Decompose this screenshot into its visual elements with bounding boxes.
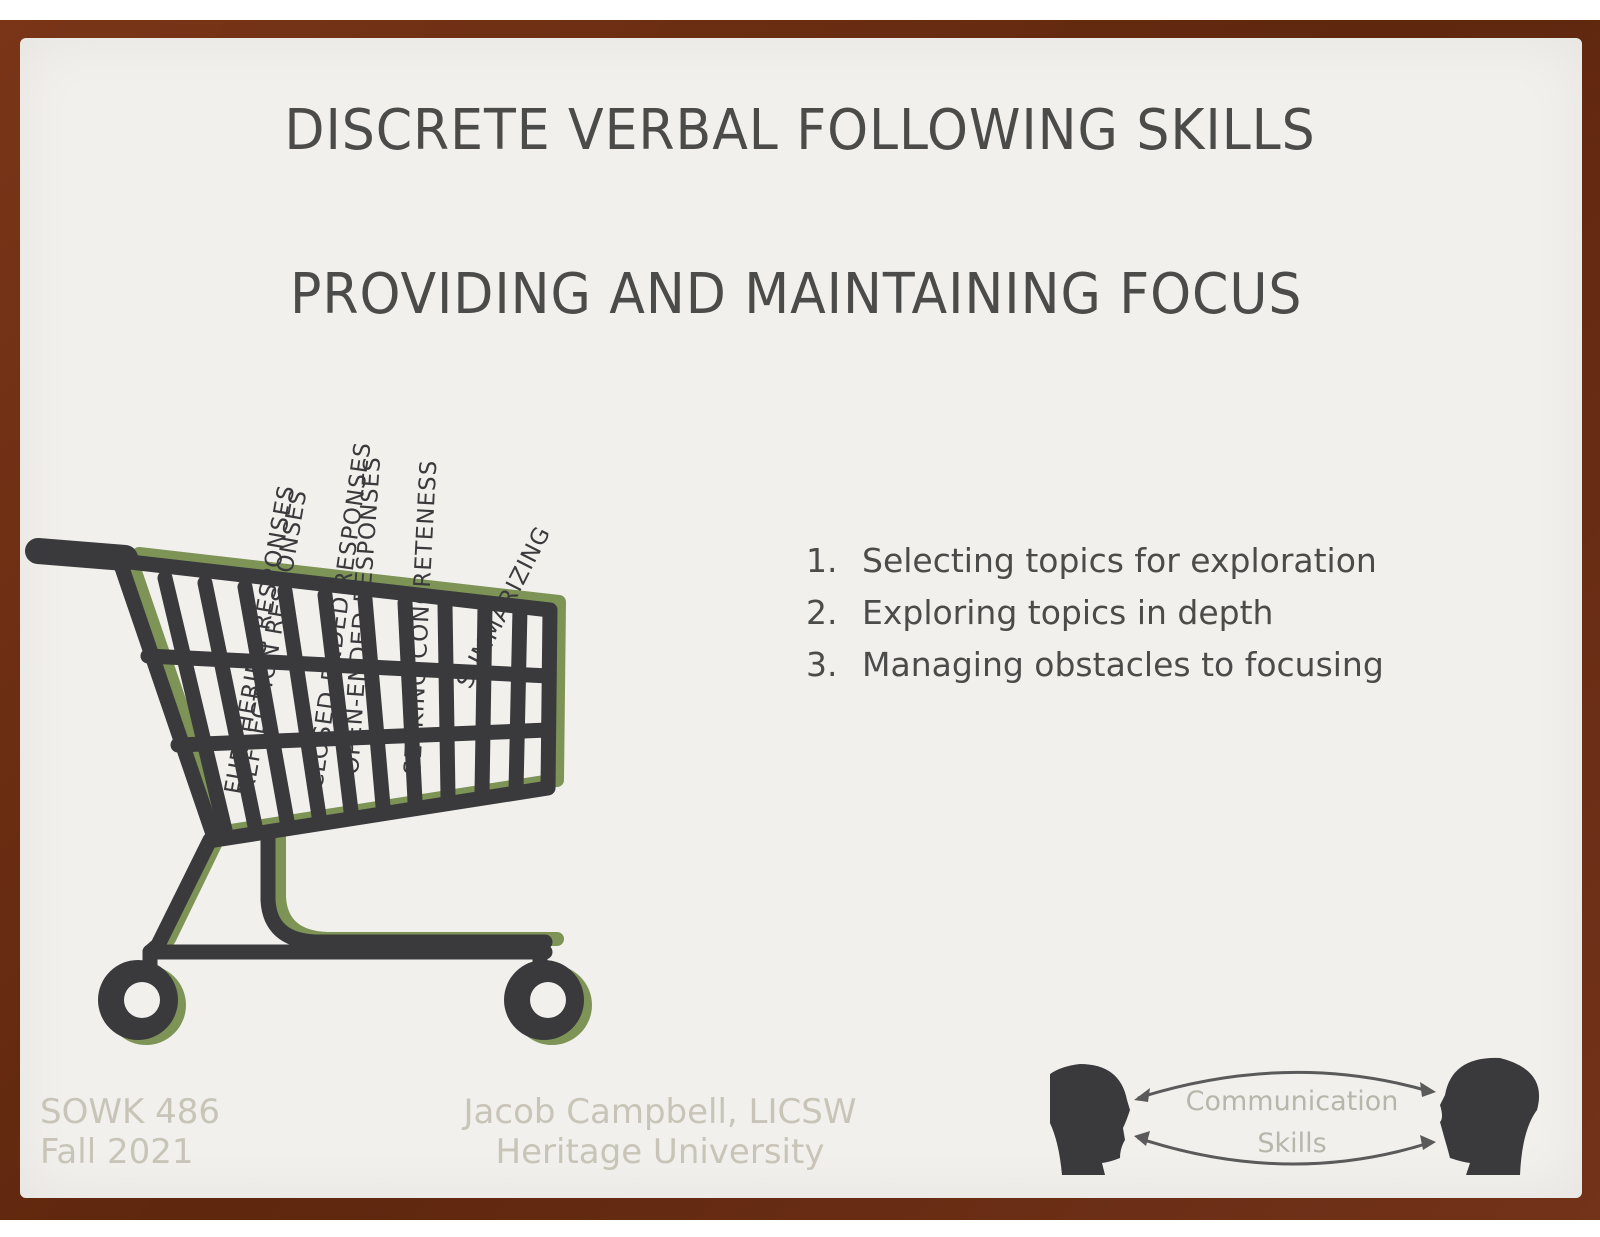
slide-subtitle: PROVIDING AND MAINTAINING FOCUS	[290, 262, 1303, 327]
logo-line-1: Communication	[1186, 1086, 1399, 1117]
slide-canvas	[20, 38, 1582, 1198]
course-code: SOWK 486	[40, 1092, 220, 1132]
list-item: 2. Exploring topics in depth	[806, 593, 1274, 632]
communication-skills-logo: Communication Skills	[1050, 1057, 1540, 1175]
head-right-icon	[1440, 1057, 1540, 1175]
topic-list: 1. Selecting topics for exploration 2. Exp…	[806, 535, 1384, 691]
head-left-icon	[1050, 1064, 1130, 1175]
course-term: Fall 2021	[40, 1132, 194, 1172]
author-info: Jacob Campbell, LICSW Heritage Universit…	[440, 1092, 880, 1172]
list-item: 1. Selecting topics for exploration	[806, 541, 1377, 580]
shopping-cart-icon: FURTHERING RESPONSES REFLECTION RESPONSE…	[25, 440, 592, 1045]
institution-name: Heritage University	[495, 1132, 825, 1172]
author-name: Jacob Campbell, LICSW	[463, 1092, 857, 1132]
list-item: 3. Managing obstacles to focusing	[806, 645, 1384, 684]
course-info: SOWK 486 Fall 2021	[40, 1092, 220, 1172]
logo-line-2: Skills	[1257, 1128, 1326, 1159]
slide-title: DISCRETE VERBAL FOLLOWING SKILLS	[284, 98, 1316, 163]
